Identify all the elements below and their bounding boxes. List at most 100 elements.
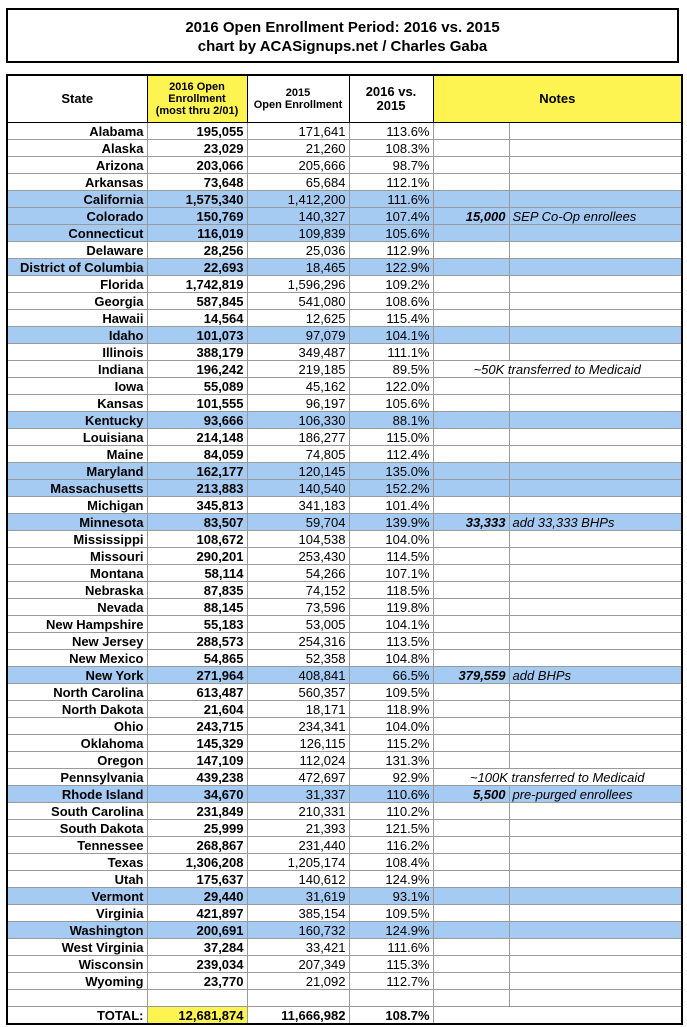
cell-state: Oklahoma — [6, 734, 148, 752]
state-row: Kansas 101,555 96,197 105.6% — [6, 394, 683, 412]
cell-n15: 120,145 — [246, 462, 350, 480]
state-row: Oklahoma 145,329 126,115 115.2% — [6, 734, 683, 752]
cell-n15: 97,079 — [246, 326, 350, 344]
header-line: 2016 vs. — [365, 84, 417, 99]
state-row: Illinois 388,179 349,487 111.1% — [6, 343, 683, 361]
note-number — [432, 377, 510, 395]
cell-n15: 207,349 — [246, 955, 350, 973]
note-number — [432, 615, 510, 633]
state-row: South Carolina 231,849 210,331 110.2% — [6, 802, 683, 820]
cell-n15: 25,036 — [246, 241, 350, 259]
cell-state: Pennsylvania — [6, 768, 148, 786]
cell-pct: 105.6% — [348, 394, 434, 412]
cell-pct: 111.6% — [348, 938, 434, 956]
cell-n15: 109,839 — [246, 224, 350, 242]
column-header: 2016 Open Enrollment (most thru 2/01) — [146, 74, 248, 123]
note-text — [508, 734, 683, 752]
note-text — [508, 972, 683, 990]
note-number — [432, 496, 510, 514]
cell-n15: 31,337 — [246, 785, 350, 803]
cell-n15: 65,684 — [246, 173, 350, 191]
state-row: West Virginia 37,284 33,421 111.6% — [6, 938, 683, 956]
state-row: Louisiana 214,148 186,277 115.0% — [6, 428, 683, 446]
state-row: Oregon 147,109 112,024 131.3% — [6, 751, 683, 769]
cell-n16: 108,672 — [146, 530, 248, 548]
header-line: (most thru 2/01) — [155, 105, 239, 117]
gap-cell — [146, 989, 248, 1007]
note-number — [432, 870, 510, 888]
cell-state: Nebraska — [6, 581, 148, 599]
cell-n16: 83,507 — [146, 513, 248, 531]
note-number: 15,000 — [432, 207, 510, 225]
cell-n16: 150,769 — [146, 207, 248, 225]
note-number — [432, 224, 510, 242]
cell-n15: 254,316 — [246, 632, 350, 650]
state-row: Tennessee 268,867 231,440 116.2% — [6, 836, 683, 854]
state-row: Ohio 243,715 234,341 104.0% — [6, 717, 683, 735]
cell-state: North Dakota — [6, 700, 148, 718]
cell-n15: 341,183 — [246, 496, 350, 514]
cell-n15: 12,625 — [246, 309, 350, 327]
state-row: Wyoming 23,770 21,092 112.7% — [6, 972, 683, 990]
cell-pct: 112.9% — [348, 241, 434, 259]
cell-n16: 25,999 — [146, 819, 248, 837]
note-text — [508, 564, 683, 582]
header-line: Notes — [539, 91, 576, 106]
cell-n16: 88,145 — [146, 598, 248, 616]
cell-state: Louisiana — [6, 428, 148, 446]
cell-n16: 116,019 — [146, 224, 248, 242]
cell-pct: 89.5% — [348, 360, 434, 378]
note-text: add 33,333 BHPs — [508, 513, 683, 531]
cell-state: Virginia — [6, 904, 148, 922]
note-text: pre-purged enrollees — [508, 785, 683, 803]
cell-state: Florida — [6, 275, 148, 293]
note-text — [508, 156, 683, 174]
note-text: SEP Co-Op enrollees — [508, 207, 683, 225]
note-number — [432, 241, 510, 259]
state-row: Utah 175,637 140,612 124.9% — [6, 870, 683, 888]
cell-pct: 107.1% — [348, 564, 434, 582]
cell-pct: 118.9% — [348, 700, 434, 718]
cell-n16: 93,666 — [146, 411, 248, 429]
cell-n15: 349,487 — [246, 343, 350, 361]
cell-pct: 104.0% — [348, 530, 434, 548]
state-row: Georgia 587,845 541,080 108.6% — [6, 292, 683, 310]
note: ~100K transferred to Medicaid — [432, 768, 683, 786]
note-text — [508, 462, 683, 480]
cell-pct: 115.3% — [348, 955, 434, 973]
cell-state: Mississippi — [6, 530, 148, 548]
note-text — [508, 292, 683, 310]
cell-n15: 112,024 — [246, 751, 350, 769]
enrollment-table: State 2016 Open Enrollment (most thru 2/01)… — [6, 74, 683, 1025]
note-text: add BHPs — [508, 666, 683, 684]
note-number — [432, 445, 510, 463]
note-text — [508, 717, 683, 735]
cell-n15: 74,805 — [246, 445, 350, 463]
note-number — [432, 139, 510, 157]
cell-n15: 408,841 — [246, 666, 350, 684]
cell-n16: 58,114 — [146, 564, 248, 582]
cell-pct: 116.2% — [348, 836, 434, 854]
cell-state: California — [6, 190, 148, 208]
cell-n16: 23,029 — [146, 139, 248, 157]
header-line: 2015 — [285, 87, 311, 99]
cell-state: Wyoming — [6, 972, 148, 990]
state-row: Maine 84,059 74,805 112.4% — [6, 445, 683, 463]
cell-n15: 53,005 — [246, 615, 350, 633]
note-text — [508, 309, 683, 327]
note-number — [432, 972, 510, 990]
cell-n15: 45,162 — [246, 377, 350, 395]
cell-state: Rhode Island — [6, 785, 148, 803]
note-text — [508, 615, 683, 633]
gap-row — [6, 989, 683, 1007]
cell-state: Texas — [6, 853, 148, 871]
state-row: Washington 200,691 160,732 124.9% — [6, 921, 683, 939]
state-row: Alabama 195,055 171,641 113.6% — [6, 122, 683, 140]
cell-pct: 119.8% — [348, 598, 434, 616]
note-number — [432, 683, 510, 701]
state-row: Missouri 290,201 253,430 114.5% — [6, 547, 683, 565]
cell-n15: 219,185 — [246, 360, 350, 378]
cell-n16: 55,183 — [146, 615, 248, 633]
cell-state: Alabama — [6, 122, 148, 140]
